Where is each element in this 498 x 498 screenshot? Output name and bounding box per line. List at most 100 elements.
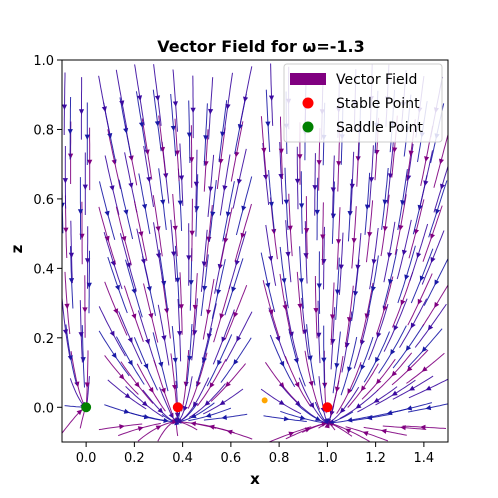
streamline: [170, 219, 177, 282]
x-tick-label: 1.4: [414, 451, 435, 466]
streamline-arrow: [345, 428, 352, 434]
streamline-arrow: [278, 148, 284, 155]
streamline-arrow: [62, 178, 68, 184]
streamline-arrow: [386, 410, 393, 416]
streamline: [79, 300, 83, 363]
streamline: [135, 91, 147, 153]
streamline: [366, 200, 374, 263]
streamline: [187, 352, 208, 409]
streamline-arrow: [226, 429, 233, 435]
streamline-arrow: [265, 121, 271, 128]
streamline-arrow: [87, 159, 93, 166]
streamline-arrow: [101, 106, 107, 113]
streamline: [397, 245, 416, 304]
streamline-arrow: [240, 232, 246, 239]
streamline: [368, 303, 389, 361]
streamline: [178, 377, 210, 422]
streamline: [70, 351, 88, 409]
streamline-arrow: [424, 156, 430, 162]
unlabeled-point-marker: [261, 397, 268, 404]
streamline: [296, 146, 299, 210]
streamline-arrow: [158, 361, 164, 368]
streamline-arrow: [188, 280, 194, 286]
streamline-arrow: [279, 360, 285, 367]
streamline: [143, 145, 154, 207]
streamline-arrow: [439, 158, 444, 165]
streamline: [232, 148, 247, 209]
streamline: [104, 155, 120, 215]
streamline-arrow: [261, 147, 267, 154]
x-tick-label: 0.6: [221, 451, 242, 466]
streamline: [216, 127, 226, 190]
streamline-arrow: [390, 349, 396, 355]
streamline: [98, 306, 126, 357]
streamline-arrow: [68, 252, 74, 259]
streamline: [410, 248, 434, 304]
streamline-arrow: [364, 204, 371, 211]
streamline-arrow: [76, 409, 83, 416]
streamline: [392, 271, 414, 328]
streamline-arrow: [347, 211, 353, 217]
streamline: [200, 254, 209, 317]
streamline: [123, 285, 144, 342]
streamline-arrow: [178, 304, 184, 310]
streamline: [433, 164, 448, 213]
streamline-arrow: [109, 330, 115, 337]
streamline: [381, 167, 389, 230]
streamline-arrow: [347, 317, 353, 323]
streamline-arrow: [115, 284, 120, 291]
streamline-arrow: [236, 335, 242, 342]
streamline-arrow: [330, 187, 336, 193]
streamline-arrow: [288, 431, 295, 437]
streamline-arrow: [62, 104, 68, 110]
streamline-arrow: [304, 228, 310, 234]
streamline-arrow: [315, 416, 321, 421]
streamline-arrow: [186, 255, 192, 261]
streamline-arrow: [409, 385, 415, 391]
streamline-arrow: [113, 308, 119, 315]
streamline-arrow: [313, 308, 319, 314]
streamline-arrow: [419, 275, 425, 282]
streamline: [323, 325, 326, 389]
streamline: [206, 334, 233, 387]
streamline: [332, 331, 341, 394]
x-tick-label: 0.8: [269, 451, 290, 466]
streamline: [107, 129, 121, 190]
streamline-arrow: [177, 200, 183, 206]
streamline: [158, 249, 169, 311]
streamline: [299, 246, 304, 309]
streamline: [224, 285, 248, 340]
streamline: [64, 271, 71, 335]
streamline-arrow: [388, 278, 394, 285]
streamline-arrow: [375, 356, 380, 363]
streamline: [341, 311, 353, 373]
streamline-arrow: [177, 331, 183, 337]
streamline: [330, 307, 336, 370]
streamline: [262, 142, 270, 205]
streamline: [224, 258, 244, 316]
legend-swatch-vector-field: [290, 73, 326, 85]
streamline-arrow: [124, 393, 131, 399]
streamline: [211, 259, 226, 319]
streamline-arrow: [288, 331, 294, 338]
streamline-arrow: [82, 307, 88, 313]
streamline-arrow: [111, 352, 117, 359]
streamline: [353, 309, 371, 369]
streamline-arrow: [186, 132, 192, 138]
streamline-arrow: [171, 251, 177, 257]
streamline: [220, 337, 252, 383]
streamline: [408, 199, 425, 259]
streamline-arrow: [425, 405, 432, 411]
streamline: [218, 100, 228, 162]
streamline-arrow: [219, 400, 226, 406]
streamline: [88, 250, 90, 314]
streamline-arrow: [316, 332, 322, 339]
streamline: [137, 310, 157, 368]
streamline-arrow: [131, 288, 137, 295]
streamline-arrow: [287, 225, 293, 232]
streamline: [296, 271, 304, 334]
streamline-arrow: [299, 415, 306, 421]
streamline-arrow: [206, 333, 212, 339]
streamline-arrow: [308, 380, 314, 387]
streamline: [134, 201, 148, 262]
